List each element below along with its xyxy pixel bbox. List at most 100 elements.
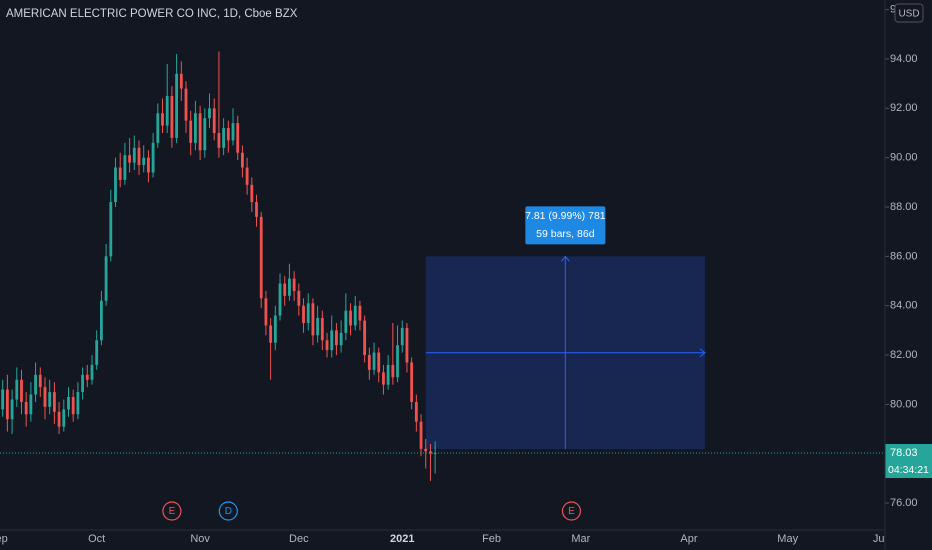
candle-body <box>424 448 428 452</box>
candle-body <box>311 303 315 336</box>
candle-body <box>95 340 99 365</box>
candle-body <box>320 318 324 341</box>
candle-body <box>353 305 357 326</box>
candle-body <box>71 397 75 415</box>
candle-body <box>382 372 385 385</box>
candle-body <box>273 315 277 343</box>
x-tick-label: Feb <box>482 533 501 545</box>
currency: USD <box>898 9 919 20</box>
candle-body <box>400 327 404 346</box>
candle-body <box>142 157 146 166</box>
measure-label-box <box>525 206 606 245</box>
candle-body <box>5 389 9 420</box>
candle-body <box>259 216 263 299</box>
last-price-tag <box>885 444 932 463</box>
candle-body <box>81 374 85 393</box>
candle-body <box>283 283 287 296</box>
event-label: E <box>169 506 176 517</box>
candle-body <box>410 362 414 402</box>
candle-body <box>429 451 432 454</box>
candle-body <box>123 155 127 180</box>
x-tick-label: Sep <box>0 533 8 545</box>
candle-body <box>104 256 108 301</box>
candle-body <box>203 118 207 151</box>
candle-body <box>245 167 249 185</box>
x-tick-label: May <box>777 533 798 545</box>
candle-body <box>198 113 202 151</box>
candle-body <box>419 421 423 449</box>
candle-body <box>396 345 399 378</box>
candle-body <box>52 392 56 412</box>
candle-body <box>90 364 94 380</box>
chart-title: AMERICAN ELECTRIC POWER CO INC, 1D, Cboe… <box>6 8 298 20</box>
measure-arrow-right <box>699 348 706 358</box>
candle-body <box>165 95 169 126</box>
measure-arrow-up <box>560 255 570 262</box>
x-tick-label: Apr <box>680 533 697 545</box>
candle-body <box>109 202 113 257</box>
candle-body <box>372 352 376 370</box>
candle-body <box>114 167 117 203</box>
x-tick-label: Dec <box>289 533 309 545</box>
candle-body <box>151 142 155 173</box>
candle-body <box>208 108 211 119</box>
candle-body <box>67 397 70 410</box>
x-tick-label: Jun <box>873 533 891 545</box>
candle-body <box>99 300 103 341</box>
candle-body <box>405 327 409 363</box>
candle-body <box>175 73 179 138</box>
candle-body <box>358 305 362 321</box>
candle-body <box>377 352 381 373</box>
candle-body <box>212 108 216 133</box>
candle-body <box>85 374 89 380</box>
currency-badge[interactable] <box>894 3 924 23</box>
candle-body <box>269 325 273 343</box>
event-marker[interactable] <box>218 501 238 521</box>
candle-body <box>250 184 254 203</box>
candle-body <box>349 310 352 326</box>
event-marker[interactable] <box>561 501 582 521</box>
candle-body <box>34 374 37 395</box>
measure-label: 7.81 (9.99%) 781 <box>525 210 606 222</box>
candle-body <box>1 389 5 410</box>
y-tick-label: 84.00 <box>890 300 918 312</box>
measure-label: 59 bars, 86d <box>536 228 595 240</box>
candle-body <box>386 364 390 385</box>
candle-body <box>292 278 296 291</box>
candle-body <box>170 95 174 138</box>
event-marker[interactable] <box>162 501 182 521</box>
candle-body <box>76 392 80 415</box>
y-tick-label: 86.00 <box>890 250 918 262</box>
candle-body <box>330 330 334 351</box>
candle-body <box>367 355 371 370</box>
candle-body <box>128 155 132 163</box>
candle-body <box>306 303 310 323</box>
candle-body <box>241 152 244 168</box>
y-tick-label: 82.00 <box>890 349 918 361</box>
candle-body <box>217 132 221 148</box>
candle-body <box>339 332 343 346</box>
candle-body <box>288 278 291 296</box>
candle-body <box>335 330 338 346</box>
candle-body <box>414 401 418 422</box>
candle-body <box>57 411 61 427</box>
candle-body <box>20 379 23 402</box>
candle-body <box>24 401 28 415</box>
candle-body <box>231 123 235 141</box>
y-tick-label: 94.00 <box>890 53 918 65</box>
candle-body <box>15 379 19 400</box>
candle-body <box>363 320 367 356</box>
price-axis: 76.0078.0080.0082.0084.0086.0088.0090.00… <box>885 4 932 509</box>
candle-body <box>146 157 150 173</box>
candle-body <box>48 392 52 407</box>
candle-body <box>278 283 282 316</box>
event-label: E <box>568 506 575 517</box>
candle-body <box>344 310 348 333</box>
candle-body <box>184 88 188 121</box>
candle-body <box>29 394 33 415</box>
candle-body <box>137 147 141 166</box>
candle-body <box>161 113 164 126</box>
candle-body <box>222 128 226 148</box>
